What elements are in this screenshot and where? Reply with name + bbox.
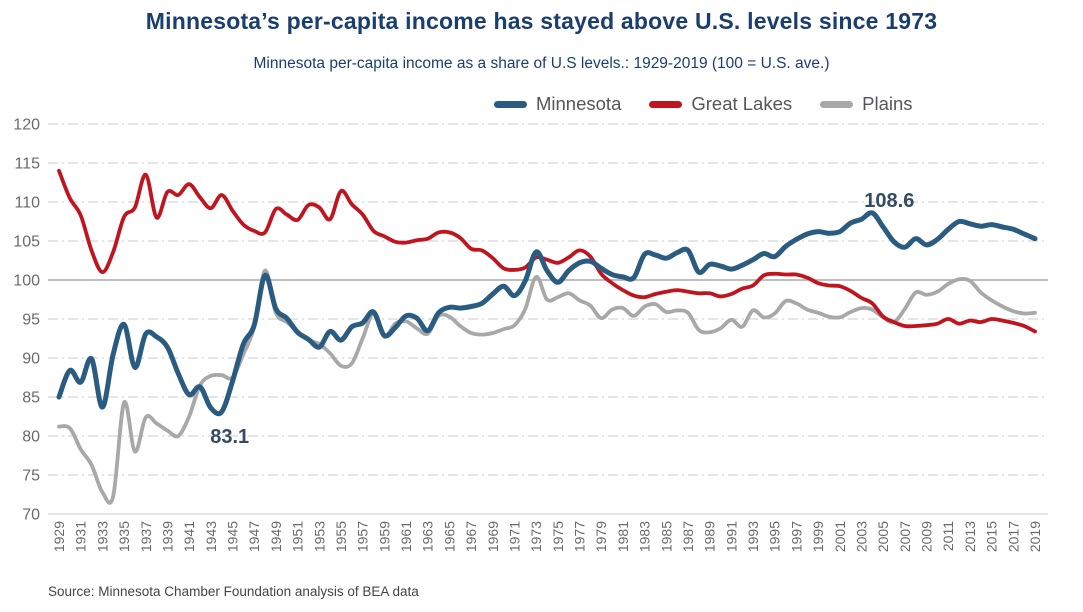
annotation-108-6: 108.6 (864, 190, 914, 212)
y-tick-label: 120 (13, 117, 40, 134)
minnesota-line (56, 210, 1038, 417)
great-lakes-line (57, 168, 1037, 334)
x-tick-label: 2007 (897, 521, 913, 552)
x-tick-label: 1999 (810, 521, 826, 552)
legend: Minnesota Great Lakes Plains (494, 93, 913, 115)
x-tick-label: 2013 (962, 521, 978, 552)
x-tick-label: 2015 (984, 521, 1000, 552)
x-tick-label: 1989 (702, 521, 718, 552)
legend-label-minnesota: Minnesota (536, 93, 622, 114)
y-tick-label: 100 (13, 273, 40, 290)
x-tick-label: 1933 (94, 521, 110, 552)
legend-item-plains: Plains (820, 93, 913, 115)
x-tick-label: 2009 (919, 521, 935, 552)
x-tick-label: 1955 (333, 521, 349, 552)
x-tick-label: 1949 (268, 521, 284, 552)
x-tick-label: 1951 (290, 521, 306, 552)
x-tick-label: 2001 (832, 521, 848, 552)
x-tick-label: 1935 (116, 521, 132, 552)
annotation-83-1: 83.1 (210, 426, 249, 448)
y-tick-label: 105 (13, 234, 40, 251)
x-tick-label: 1965 (441, 521, 457, 552)
y-tick-label: 85 (22, 390, 40, 407)
plains-swatch-icon (820, 100, 854, 108)
x-tick-label: 1993 (745, 521, 761, 552)
x-tick-label: 1967 (463, 521, 479, 552)
x-tick-label: 2019 (1027, 521, 1043, 552)
source-note: Source: Minnesota Chamber Foundation ana… (48, 584, 419, 599)
y-tick-label: 95 (22, 312, 40, 329)
x-tick-label: 1957 (355, 521, 371, 552)
y-tick-label: 90 (22, 351, 40, 368)
x-tick-label: 1931 (73, 521, 89, 552)
x-tick-label: 1969 (485, 521, 501, 552)
chart-subtitle: Minnesota per-capita income as a share o… (253, 55, 830, 72)
x-tick-label: 1947 (246, 521, 262, 552)
x-tick-label: 2005 (875, 521, 891, 552)
x-tick-label: 1929 (51, 521, 67, 552)
x-tick-label: 1987 (680, 521, 696, 552)
x-tick-label: 1977 (572, 521, 588, 552)
legend-label-great-lakes: Great Lakes (691, 93, 793, 114)
x-tick-label: 1975 (550, 521, 566, 552)
x-tick-label: 1959 (376, 521, 392, 552)
x-tick-label: 1939 (159, 521, 175, 552)
x-tick-label: 1937 (138, 521, 154, 552)
x-tick-label: 1963 (420, 521, 436, 552)
legend-item-great-lakes: Great Lakes (649, 93, 792, 115)
y-tick-label: 70 (22, 507, 40, 524)
legend-item-minnesota: Minnesota (494, 93, 621, 115)
x-tick-label: 1973 (528, 521, 544, 552)
legend-label-plains: Plains (862, 93, 913, 114)
y-tick-label: 110 (14, 195, 40, 212)
plains-line (57, 268, 1037, 505)
x-tick-label: 2017 (1005, 521, 1021, 552)
x-tick-label: 1979 (593, 521, 609, 552)
x-tick-label: 2011 (940, 521, 956, 551)
y-tick-label: 75 (22, 468, 40, 485)
x-tick-label: 1941 (181, 521, 197, 552)
x-tick-label: 1997 (788, 521, 804, 552)
x-tick-label: 1961 (398, 521, 414, 552)
x-tick-label: 1983 (637, 521, 653, 552)
x-tick-label: 1953 (311, 521, 327, 552)
y-tick-label: 115 (14, 156, 40, 173)
x-tick-label: 1991 (723, 521, 739, 552)
x-tick-label: 2003 (854, 521, 870, 552)
x-tick-label: 1943 (203, 521, 219, 552)
x-tick-label: 1971 (507, 521, 523, 552)
chart-title: Minnesota’s per-capita income has stayed… (145, 8, 938, 34)
x-tick-label: 1945 (225, 521, 241, 552)
great-lakes-swatch-icon (649, 100, 683, 108)
x-tick-label: 1995 (767, 521, 783, 552)
x-tick-label: 1981 (615, 521, 631, 552)
x-tick-label: 1985 (658, 521, 674, 552)
minnesota-swatch-icon (494, 100, 527, 108)
y-tick-label: 80 (22, 429, 40, 446)
